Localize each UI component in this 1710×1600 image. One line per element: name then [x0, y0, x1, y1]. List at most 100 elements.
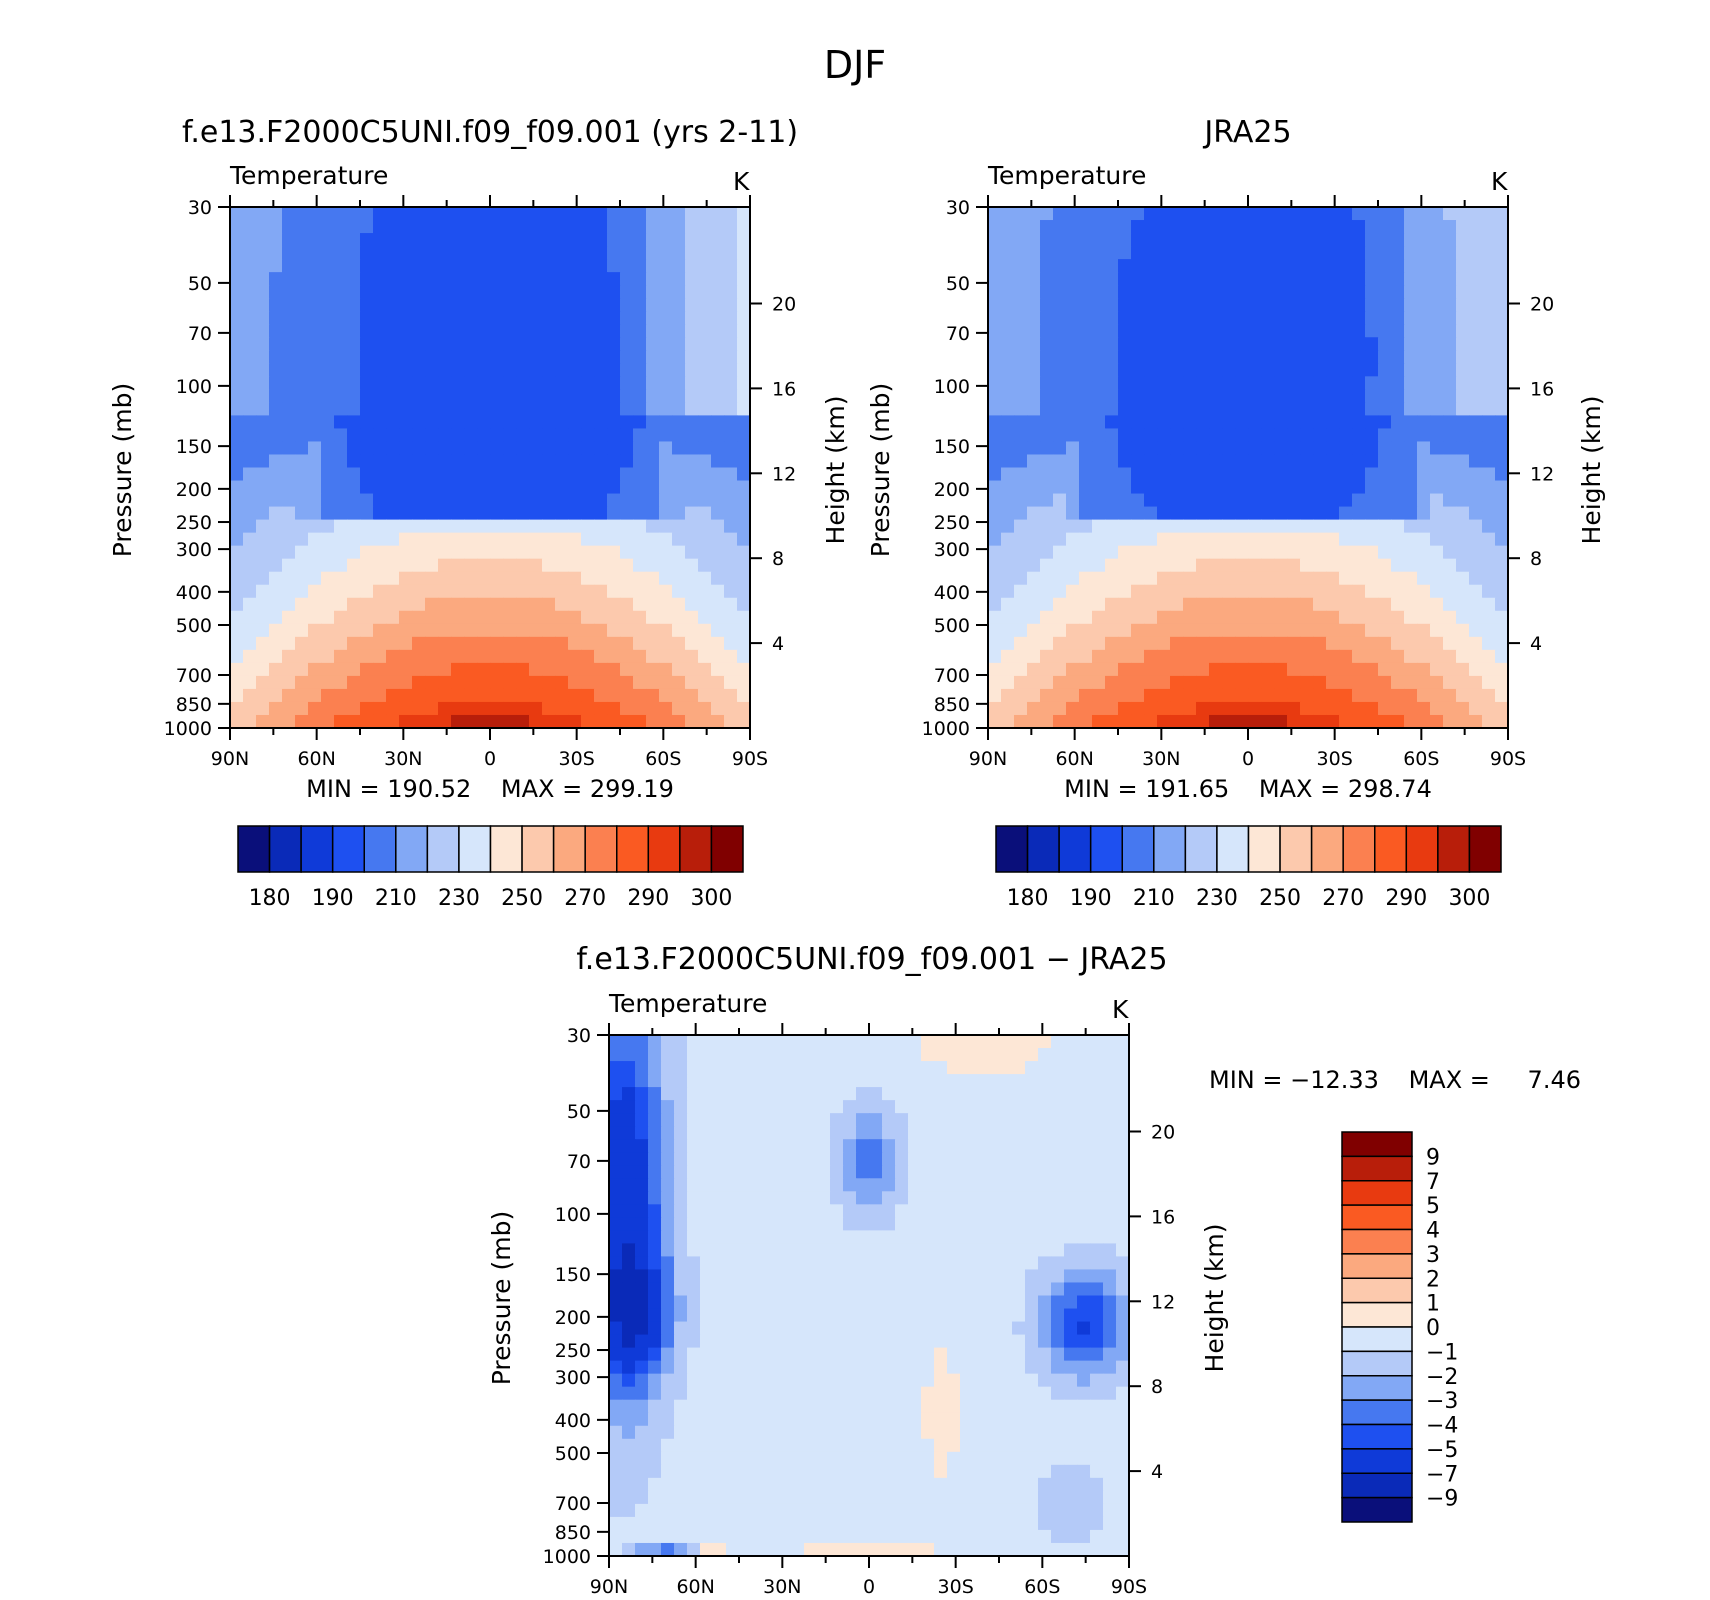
model-cell [360, 597, 374, 612]
diff-cell [908, 1061, 922, 1075]
obs-cell [1417, 714, 1431, 729]
diff-cell [1077, 1113, 1091, 1127]
obs-cell [1378, 428, 1392, 443]
diff-cell [908, 1256, 922, 1271]
diff-cell [856, 1347, 870, 1362]
diff-cell [752, 1425, 766, 1440]
model-cell [542, 324, 556, 338]
obs-cell [1274, 259, 1288, 273]
obs-cell [1157, 272, 1171, 286]
diff-cell [1077, 1425, 1091, 1440]
obs-cell [1170, 714, 1184, 729]
obs-cell [1118, 272, 1132, 286]
model-cell [477, 493, 491, 508]
diff-cell [713, 1061, 727, 1075]
diff-cell [960, 1451, 974, 1466]
model-cell [633, 493, 647, 508]
diff-cell [960, 1126, 974, 1140]
obs-cell [1027, 467, 1041, 482]
diff-cell [921, 1048, 935, 1062]
obs-cell [1170, 519, 1184, 534]
diff-cell [778, 1035, 792, 1049]
obs-cell [1261, 701, 1275, 716]
obs-cell [1339, 272, 1353, 286]
obs-cell [1287, 701, 1301, 716]
obs-cell [1326, 285, 1340, 299]
diff-cell [830, 1308, 844, 1323]
diff-cell [843, 1321, 857, 1336]
obs-cell [1443, 428, 1457, 443]
obs-cell [1118, 662, 1132, 677]
diff-cell [1090, 1360, 1104, 1375]
diff-cell [674, 1295, 688, 1310]
model-cell [282, 506, 296, 521]
model-cell [516, 584, 530, 599]
obs-cell [1118, 701, 1132, 716]
panel-obs-min-label: MIN = [1064, 775, 1137, 803]
diff-cell [1012, 1100, 1026, 1114]
diff-cell [765, 1204, 779, 1218]
diff-cell [986, 1516, 1000, 1531]
model-cell [698, 636, 712, 651]
model-cell [490, 428, 504, 443]
obs-cell [1430, 480, 1444, 495]
diff-cell [622, 1386, 636, 1401]
obs-cell [1235, 350, 1249, 364]
model-cell [737, 350, 751, 364]
diff-cell [1038, 1490, 1052, 1505]
obs-cell [1313, 610, 1327, 625]
obs-cell [1157, 610, 1171, 625]
xtick-label: 30N [1142, 748, 1180, 770]
diff-cell [739, 1360, 753, 1375]
model-cell [607, 597, 621, 612]
model-cell [256, 428, 270, 443]
model-cell [360, 259, 374, 273]
model-cell [568, 428, 582, 443]
obs-cell [1456, 519, 1470, 534]
obs-cell [1469, 246, 1483, 260]
diff-cell [1077, 1217, 1091, 1231]
obs-cell [1339, 467, 1353, 482]
model-cell [568, 207, 582, 221]
diff-cell [973, 1191, 987, 1205]
diff-cell [1012, 1399, 1026, 1414]
model-cell [659, 623, 673, 638]
obs-cell [1430, 454, 1444, 469]
obs-cell [1053, 480, 1067, 495]
obs-cell [1287, 259, 1301, 273]
obs-cell [1040, 324, 1054, 338]
model-cell [633, 701, 647, 716]
obs-cell [1105, 675, 1119, 690]
model-cell [438, 285, 452, 299]
diff-cell [869, 1204, 883, 1218]
colorbar-swatch [331, 825, 365, 873]
obs-cell [1209, 545, 1223, 560]
model-cell [516, 701, 530, 716]
model-cell [672, 233, 686, 247]
model-cell [724, 415, 738, 430]
obs-cell [1118, 584, 1132, 599]
model-cell [516, 532, 530, 547]
diff-cell [817, 1529, 831, 1544]
obs-cell [1170, 623, 1184, 638]
diff-cell [648, 1191, 662, 1205]
obs-cell [1209, 467, 1223, 482]
obs-cell [1183, 545, 1197, 560]
obs-cell [1196, 532, 1210, 547]
model-cell [555, 610, 569, 625]
diff-cell [934, 1516, 948, 1531]
model-cell [516, 519, 530, 534]
obs-cell [1404, 649, 1418, 664]
obs-cell [1222, 376, 1236, 390]
diff-cell [726, 1087, 740, 1101]
obs-cell [1378, 259, 1392, 273]
diff-cell [1025, 1100, 1039, 1114]
model-cell [672, 415, 686, 430]
obs-cell [1300, 259, 1314, 273]
model-cell [568, 584, 582, 599]
model-cell [256, 311, 270, 325]
model-cell [373, 480, 387, 495]
diff-cell [804, 1139, 818, 1153]
diff-cell [960, 1048, 974, 1062]
diff-cell [1116, 1191, 1130, 1205]
